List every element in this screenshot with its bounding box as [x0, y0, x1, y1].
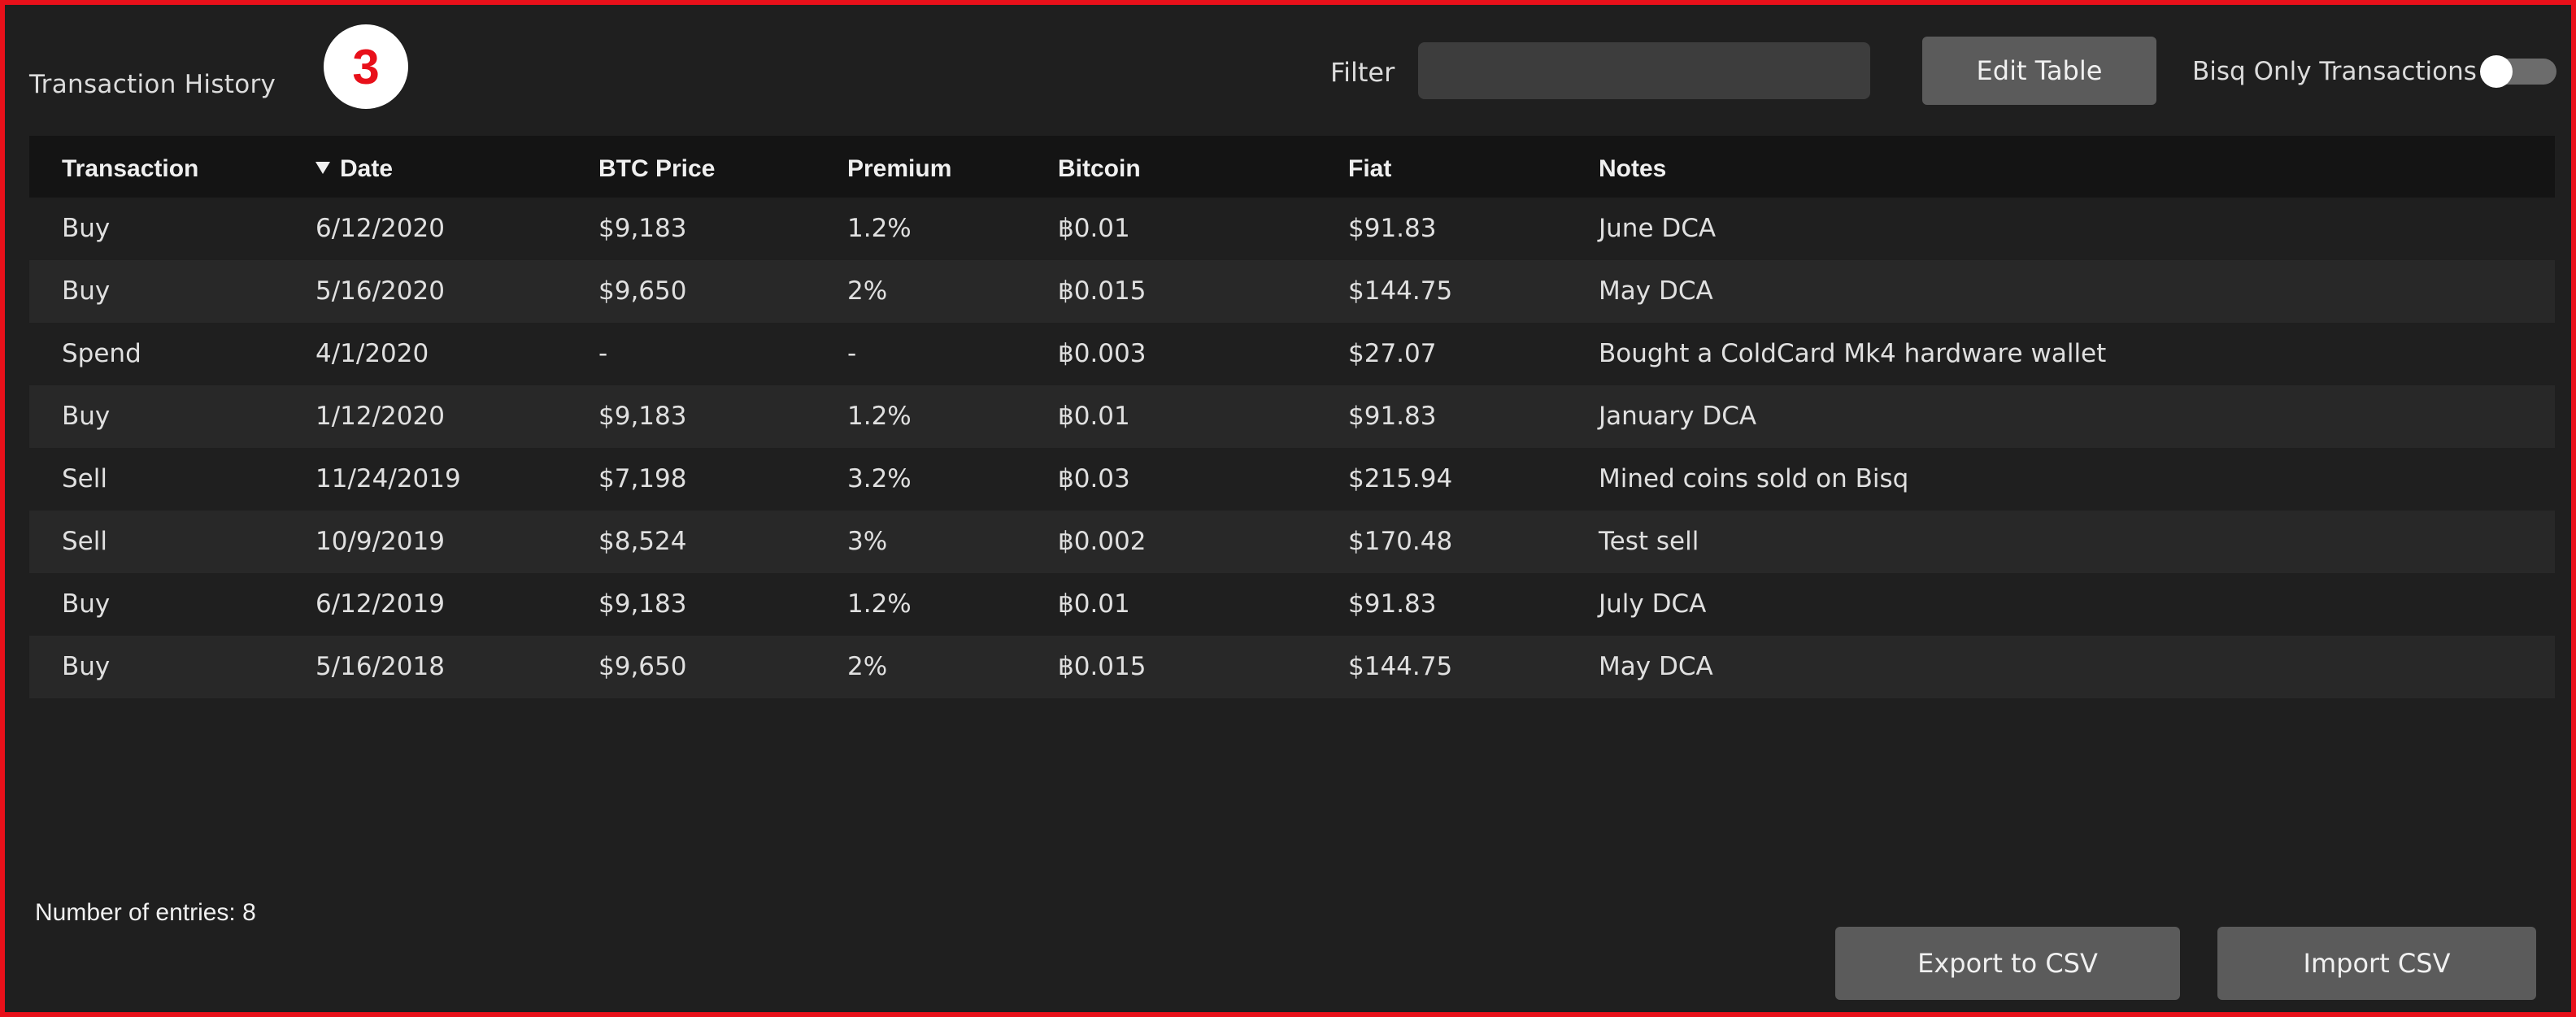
cell-bitcoin: ฿0.03 [1058, 464, 1130, 493]
table-header-row: Transaction Date BTC Price Premium Bitco… [29, 136, 2555, 198]
cell-premium: 1.2% [847, 589, 912, 619]
table-row[interactable]: Sell 10/9/2019 $8,524 3% ฿0.002 $170.48 … [29, 511, 2555, 573]
toggle-knob [2480, 55, 2513, 88]
cell-bitcoin: ฿0.01 [1058, 589, 1130, 619]
table-row[interactable]: Sell 11/24/2019 $7,198 3.2% ฿0.03 $215.9… [29, 448, 2555, 511]
cell-fiat: $144.75 [1348, 276, 1453, 306]
cell-premium: 3% [847, 527, 888, 556]
column-header-btc-price[interactable]: BTC Price [598, 155, 716, 182]
table-row[interactable]: Spend 4/1/2020 - - ฿0.003 $27.07 Bought … [29, 323, 2555, 385]
cell-date: 11/24/2019 [315, 464, 461, 493]
cell-date: 10/9/2019 [315, 527, 445, 556]
export-csv-button[interactable]: Export to CSV [1835, 927, 2180, 1000]
column-header-bitcoin[interactable]: Bitcoin [1058, 155, 1141, 182]
transaction-table: Transaction Date BTC Price Premium Bitco… [29, 136, 2555, 698]
cell-transaction: Buy [62, 214, 111, 243]
cell-fiat: $215.94 [1348, 464, 1453, 493]
import-csv-button[interactable]: Import CSV [2217, 927, 2536, 1000]
table-row[interactable]: Buy 5/16/2018 $9,650 2% ฿0.015 $144.75 M… [29, 636, 2555, 698]
cell-bitcoin: ฿0.015 [1058, 652, 1147, 681]
cell-date: 1/12/2020 [315, 402, 445, 431]
bisq-only-label: Bisq Only Transactions [2192, 57, 2477, 86]
cell-fiat: $91.83 [1348, 589, 1437, 619]
cell-transaction: Buy [62, 589, 111, 619]
cell-btc-price: $9,183 [598, 589, 687, 619]
sort-descending-icon [315, 162, 330, 174]
filter-input[interactable] [1418, 42, 1870, 99]
cell-bitcoin: ฿0.01 [1058, 214, 1130, 243]
cell-date: 6/12/2019 [315, 589, 445, 619]
cell-notes: June DCA [1599, 214, 1717, 243]
column-header-premium[interactable]: Premium [847, 155, 952, 182]
table-row[interactable]: Buy 6/12/2019 $9,183 1.2% ฿0.01 $91.83 J… [29, 573, 2555, 636]
cell-premium: 1.2% [847, 402, 912, 431]
cell-transaction: Buy [62, 652, 111, 681]
column-header-date[interactable]: Date [315, 155, 393, 183]
cell-notes: January DCA [1599, 402, 1757, 431]
entry-count: Number of entries: 8 [35, 899, 256, 927]
cell-premium: 2% [847, 276, 888, 306]
bisq-only-toggle[interactable] [2480, 55, 2556, 88]
cell-bitcoin: ฿0.003 [1058, 339, 1147, 368]
cell-btc-price: $9,650 [598, 276, 687, 306]
cell-premium: 2% [847, 652, 888, 681]
cell-premium: - [847, 339, 857, 368]
step-number-badge: 3 [324, 24, 408, 109]
cell-premium: 3.2% [847, 464, 912, 493]
cell-bitcoin: ฿0.015 [1058, 276, 1147, 306]
edit-table-button[interactable]: Edit Table [1922, 37, 2156, 105]
column-header-transaction[interactable]: Transaction [62, 155, 199, 182]
entry-count-value: 8 [242, 899, 256, 926]
cell-btc-price: $9,183 [598, 214, 687, 243]
cell-btc-price: - [598, 339, 608, 368]
cell-fiat: $27.07 [1348, 339, 1437, 368]
cell-date: 4/1/2020 [315, 339, 429, 368]
cell-transaction: Sell [62, 527, 107, 556]
cell-bitcoin: ฿0.002 [1058, 527, 1147, 556]
cell-notes: July DCA [1599, 589, 1707, 619]
table-row[interactable]: Buy 6/12/2020 $9,183 1.2% ฿0.01 $91.83 J… [29, 198, 2555, 260]
cell-date: 5/16/2020 [315, 276, 445, 306]
column-header-fiat[interactable]: Fiat [1348, 155, 1392, 182]
cell-notes: Bought a ColdCard Mk4 hardware wallet [1599, 339, 2107, 368]
cell-date: 6/12/2020 [315, 214, 445, 243]
cell-notes: May DCA [1599, 652, 1713, 681]
cell-btc-price: $9,183 [598, 402, 687, 431]
cell-transaction: Buy [62, 402, 111, 431]
cell-fiat: $170.48 [1348, 527, 1453, 556]
cell-notes: Test sell [1599, 527, 1699, 556]
column-header-date-label: Date [340, 155, 394, 182]
cell-notes: Mined coins sold on Bisq [1599, 464, 1909, 493]
cell-transaction: Buy [62, 276, 111, 306]
cell-premium: 1.2% [847, 214, 912, 243]
filter-label: Filter [1330, 57, 1395, 88]
cell-btc-price: $9,650 [598, 652, 687, 681]
table-row[interactable]: Buy 5/16/2020 $9,650 2% ฿0.015 $144.75 M… [29, 260, 2555, 323]
cell-btc-price: $7,198 [598, 464, 687, 493]
cell-fiat: $144.75 [1348, 652, 1453, 681]
cell-transaction: Spend [62, 339, 141, 368]
cell-fiat: $91.83 [1348, 402, 1437, 431]
cell-btc-price: $8,524 [598, 527, 687, 556]
page-title: Transaction History [29, 70, 276, 99]
cell-date: 5/16/2018 [315, 652, 445, 681]
cell-notes: May DCA [1599, 276, 1713, 306]
cell-transaction: Sell [62, 464, 107, 493]
entry-count-label: Number of entries: [35, 899, 236, 926]
table-row[interactable]: Buy 1/12/2020 $9,183 1.2% ฿0.01 $91.83 J… [29, 385, 2555, 448]
cell-bitcoin: ฿0.01 [1058, 402, 1130, 431]
column-header-notes[interactable]: Notes [1599, 155, 1667, 182]
cell-fiat: $91.83 [1348, 214, 1437, 243]
